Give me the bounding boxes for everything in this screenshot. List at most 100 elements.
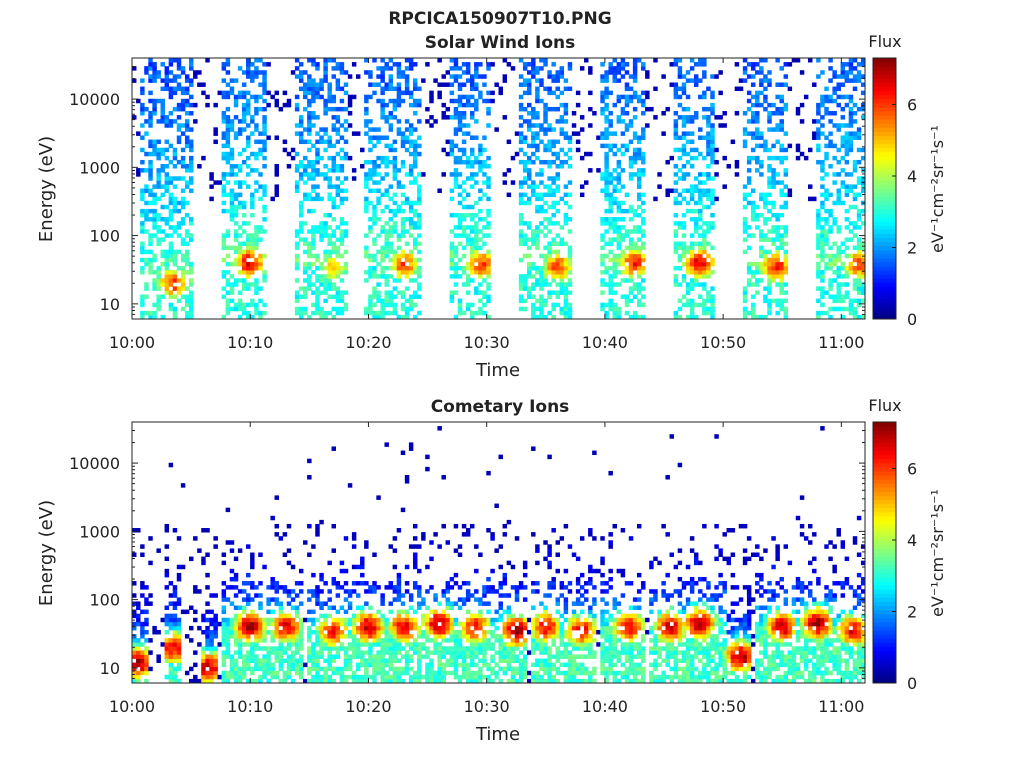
heatmap-cell	[250, 564, 255, 570]
heatmap-cell	[384, 585, 389, 590]
heatmap-cell	[840, 70, 846, 75]
heatmap-cell	[677, 168, 683, 173]
colorbar-segment	[873, 298, 896, 304]
heatmap-cell	[783, 249, 789, 255]
heatmap-cell	[852, 270, 858, 275]
heatmap-cell	[168, 78, 174, 83]
heatmap-cell	[771, 176, 776, 181]
heatmap-cell	[612, 70, 617, 75]
heatmap-cell	[453, 184, 459, 189]
heatmap-cell	[636, 290, 642, 295]
heatmap-cell	[355, 662, 361, 668]
heatmap-cell	[355, 564, 361, 570]
heatmap-cell	[816, 310, 821, 316]
heatmap-cell	[478, 237, 483, 242]
heatmap-cell	[388, 621, 394, 627]
heatmap-cell	[486, 90, 491, 96]
heatmap-cell	[604, 102, 609, 108]
heatmap-cell	[457, 221, 463, 226]
heatmap-cell	[140, 265, 145, 271]
heatmap-cell	[693, 221, 699, 226]
heatmap-cell	[539, 127, 544, 132]
heatmap-cell	[844, 270, 850, 275]
heatmap-cell	[392, 229, 398, 234]
heatmap-cell	[384, 442, 389, 447]
heatmap-cell	[364, 200, 369, 206]
heatmap-cell	[136, 98, 141, 104]
heatmap-cell	[160, 217, 165, 222]
heatmap-cell	[653, 58, 658, 63]
heatmap-cell	[531, 180, 536, 185]
heatmap-cell	[551, 151, 556, 157]
heatmap-cell	[457, 310, 463, 316]
heatmap-cell	[681, 115, 687, 120]
heatmap-cell	[518, 74, 524, 79]
heatmap-cell	[417, 286, 422, 291]
heatmap-cell	[763, 192, 768, 198]
heatmap-cell	[246, 654, 251, 659]
heatmap-cell	[551, 278, 556, 283]
heatmap-cell	[400, 184, 406, 189]
heatmap-cell	[246, 621, 251, 627]
heatmap-cell	[706, 131, 711, 136]
colorbar-segment	[873, 314, 896, 320]
heatmap-cell	[767, 127, 772, 132]
heatmap-cell	[380, 135, 385, 140]
heatmap-cell	[152, 270, 157, 275]
heatmap-cell	[461, 180, 467, 185]
heatmap-cell	[478, 94, 483, 100]
heatmap-cell	[294, 261, 300, 267]
heatmap-cell	[636, 261, 642, 267]
heatmap-cell	[303, 540, 308, 545]
heatmap-cell	[518, 229, 524, 234]
heatmap-cell	[168, 233, 174, 238]
heatmap-cell	[189, 168, 194, 173]
heatmap-cell	[368, 306, 373, 312]
heatmap-cell	[347, 617, 353, 623]
heatmap-cell	[343, 302, 349, 308]
heatmap-cell	[486, 66, 491, 71]
heatmap-cell	[860, 290, 866, 295]
heatmap-cell	[616, 314, 622, 320]
heatmap-cell	[388, 654, 394, 659]
heatmap-cell	[543, 245, 548, 251]
heatmap-cell	[527, 245, 532, 251]
heatmap-cell	[706, 115, 711, 120]
heatmap-cell	[392, 658, 398, 664]
heatmap-cell	[286, 589, 292, 594]
heatmap-cell	[180, 102, 186, 108]
heatmap-cell	[189, 159, 194, 165]
heatmap-cell	[262, 634, 267, 639]
heatmap-cell	[241, 666, 247, 672]
heatmap-cell	[539, 221, 544, 226]
heatmap-cell	[742, 310, 748, 316]
heatmap-cell	[567, 192, 573, 198]
heatmap-cell	[673, 274, 679, 279]
heatmap-cell	[702, 270, 707, 275]
heatmap-cell	[184, 257, 190, 263]
heatmap-cell	[323, 127, 328, 132]
heatmap-cell	[364, 233, 369, 238]
x-axis-label: Time	[475, 360, 520, 381]
heatmap-cell	[221, 650, 227, 655]
heatmap-cell	[616, 306, 622, 312]
heatmap-cell	[453, 274, 459, 279]
heatmap-cell	[616, 253, 622, 259]
heatmap-cell	[685, 282, 691, 287]
heatmap-cell	[457, 127, 463, 132]
heatmap-cell	[531, 123, 536, 128]
heatmap-cell	[600, 233, 605, 238]
heatmap-cell	[567, 66, 573, 71]
heatmap-cell	[840, 241, 846, 246]
heatmap-cell	[429, 123, 434, 128]
heatmap-cell	[331, 314, 337, 320]
heatmap-cell	[176, 642, 182, 647]
heatmap-cell	[225, 540, 231, 545]
heatmap-cell	[327, 666, 332, 672]
heatmap-cell	[311, 646, 316, 651]
heatmap-cell	[384, 164, 389, 169]
heatmap-cell	[298, 159, 304, 165]
heatmap-cell	[189, 605, 194, 610]
heatmap-cell	[693, 115, 699, 120]
heatmap-cell	[172, 208, 178, 214]
